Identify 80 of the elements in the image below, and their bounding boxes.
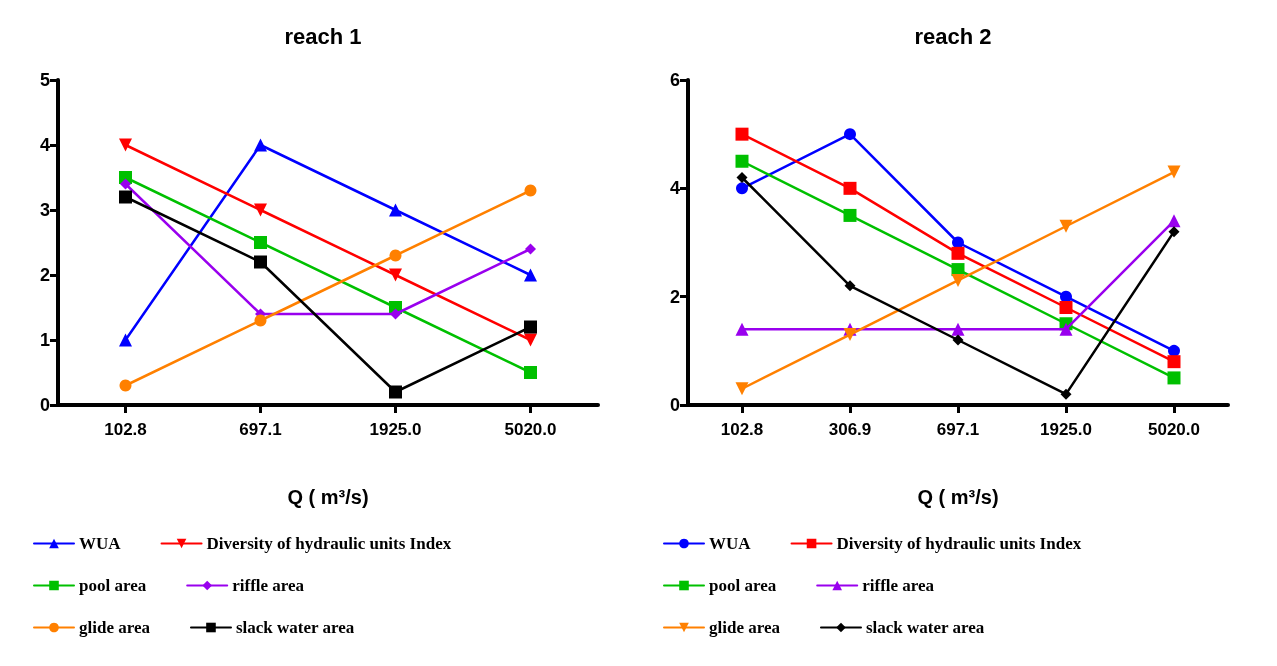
- y-tick-label: 5: [39, 70, 50, 90]
- point: [1060, 388, 1072, 400]
- legend-label: Diversity of hydraulic units Index: [836, 534, 1082, 553]
- y-tick-label: 6: [669, 70, 680, 90]
- legend-label: WUA: [709, 534, 752, 553]
- y-tick-label: 2: [669, 286, 680, 307]
- point: [843, 208, 857, 222]
- point: [254, 236, 267, 249]
- point: [1167, 214, 1181, 228]
- point: [952, 334, 964, 346]
- point: [389, 249, 402, 262]
- point: [254, 255, 267, 269]
- point: [1168, 226, 1180, 238]
- x-axis-title: Q ( m³/s): [287, 486, 369, 508]
- point: [735, 154, 749, 168]
- x-tick-label: 102.8: [104, 420, 147, 439]
- point: [735, 322, 749, 336]
- point: [254, 138, 267, 152]
- point: [736, 182, 748, 195]
- y-tick-label: 0: [669, 395, 680, 415]
- point: [524, 333, 537, 347]
- legend-label: glide area: [709, 618, 781, 637]
- point: [843, 181, 857, 195]
- legend-label: glide area: [79, 618, 151, 637]
- x-axis-title: Q ( m³/s): [917, 486, 999, 508]
- x-tick-label: 1925.0: [1040, 420, 1092, 439]
- point: [951, 273, 965, 287]
- point: [736, 172, 748, 183]
- y-tick-label: 4: [39, 135, 50, 155]
- point: [524, 184, 537, 197]
- point: [119, 190, 132, 204]
- point: [1167, 165, 1181, 179]
- y-tick-label: 3: [39, 200, 50, 220]
- x-tick-label: 697.1: [936, 420, 980, 439]
- point: [844, 280, 856, 292]
- point: [119, 333, 132, 347]
- point: [524, 320, 537, 334]
- x-tick-label: 697.1: [239, 420, 282, 439]
- point: [389, 203, 402, 217]
- chart-title: reach 1: [284, 23, 362, 49]
- legend-label: riffle area: [862, 576, 935, 595]
- point: [1059, 301, 1073, 314]
- y-tick-label: 0: [39, 395, 50, 415]
- y-tick-label: 1: [39, 330, 50, 350]
- point: [951, 246, 965, 260]
- x-tick-label: 306.9: [828, 420, 872, 439]
- legend-label: riffle area: [232, 576, 305, 595]
- legend-label: slack water area: [865, 618, 985, 637]
- point: [390, 308, 401, 320]
- point: [254, 203, 267, 217]
- point: [120, 178, 131, 190]
- point: [525, 243, 536, 255]
- point: [843, 328, 857, 342]
- legend-label: pool area: [709, 576, 777, 595]
- point: [254, 314, 267, 327]
- point: [1059, 219, 1073, 233]
- point: [735, 127, 749, 141]
- point: [119, 138, 132, 152]
- legend-label: Diversity of hydraulic units Index: [206, 534, 452, 553]
- y-tick-label: 4: [669, 178, 680, 199]
- point: [735, 382, 749, 396]
- point: [1167, 355, 1181, 369]
- point: [524, 366, 537, 379]
- x-tick-label: 5020.0: [1148, 420, 1200, 439]
- x-tick-label: 102.8: [720, 420, 764, 439]
- point: [951, 322, 965, 336]
- point: [119, 379, 132, 392]
- point: [844, 128, 856, 141]
- point: [524, 268, 537, 282]
- point: [1059, 322, 1073, 336]
- legend-label: WUA: [79, 534, 122, 553]
- legend-label: slack water area: [235, 618, 355, 637]
- x-tick-label: 1925.0: [369, 420, 422, 439]
- point: [389, 385, 402, 399]
- legend-label: pool area: [79, 576, 147, 595]
- point: [1167, 371, 1181, 385]
- x-tick-label: 5020.0: [504, 420, 557, 439]
- y-tick-label: 2: [39, 265, 50, 285]
- chart-title: reach 2: [914, 23, 992, 49]
- point: [389, 268, 402, 282]
